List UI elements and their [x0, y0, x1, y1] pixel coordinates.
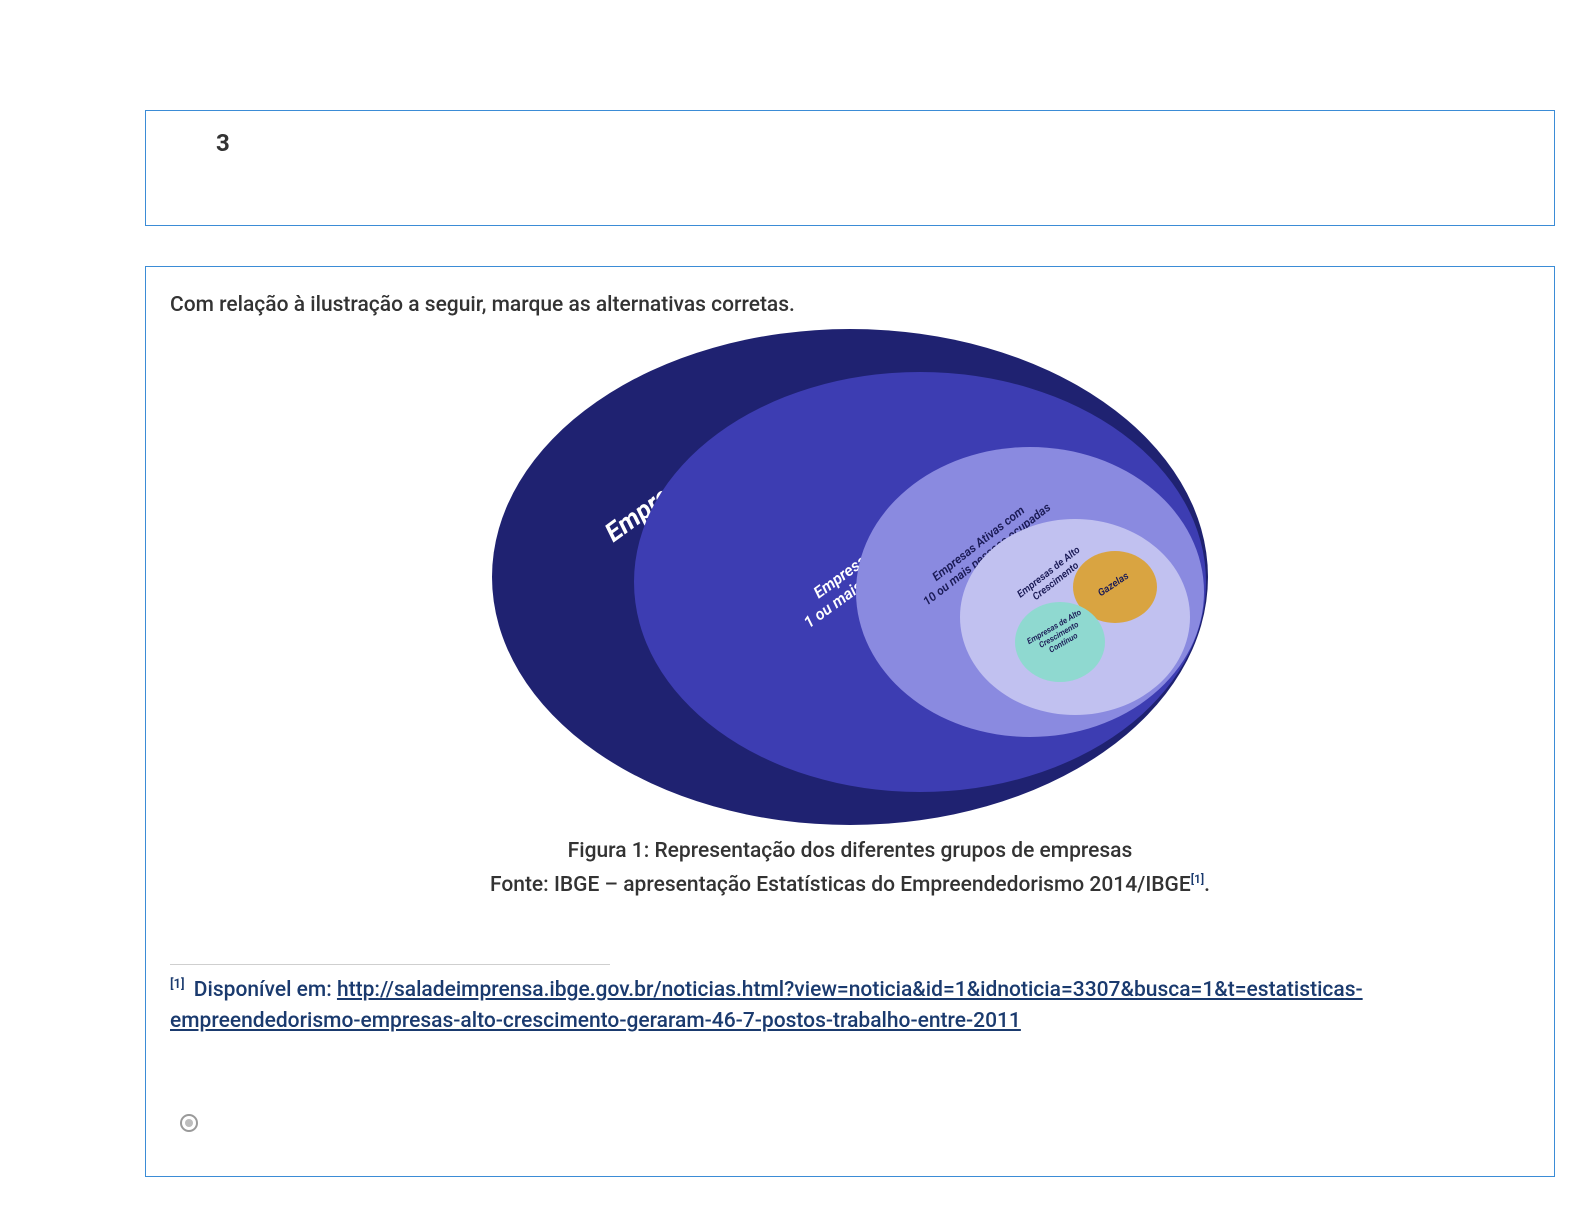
figure-caption-block: Figura 1: Representação dos diferentes g… — [170, 835, 1530, 902]
figure-caption: Figura 1: Representação dos diferentes g… — [170, 835, 1530, 869]
question-number: 3 — [216, 129, 1484, 157]
nested-ellipses-diagram: Empresas AtivasEmpresas Ativas com1 ou m… — [490, 327, 1210, 827]
figure-source-text: Fonte: IBGE – apresentação Estatísticas … — [490, 873, 1191, 897]
figure-source: Fonte: IBGE – apresentação Estatísticas … — [170, 869, 1530, 903]
footnote: [1] Disponível em: http://saladeimprensa… — [170, 975, 1530, 1036]
footnote-link[interactable]: http://saladeimprensa.ibge.gov.br/notici… — [170, 978, 1363, 1032]
question-number-card: 3 — [145, 110, 1555, 226]
figure-source-suffix: . — [1204, 873, 1210, 897]
answer-options — [170, 1114, 1530, 1136]
footnote-ref: [1] — [170, 977, 185, 992]
figure-source-ref: [1] — [1191, 872, 1204, 886]
question-card: Com relação à ilustração a seguir, marqu… — [145, 266, 1555, 1177]
answer-radio[interactable] — [180, 1114, 198, 1132]
footnote-divider — [170, 964, 610, 965]
footnote-prefix: Disponível em: — [189, 978, 337, 1002]
diagram-container: Empresas AtivasEmpresas Ativas com1 ou m… — [170, 327, 1530, 827]
question-prompt: Com relação à ilustração a seguir, marqu… — [170, 293, 1530, 317]
